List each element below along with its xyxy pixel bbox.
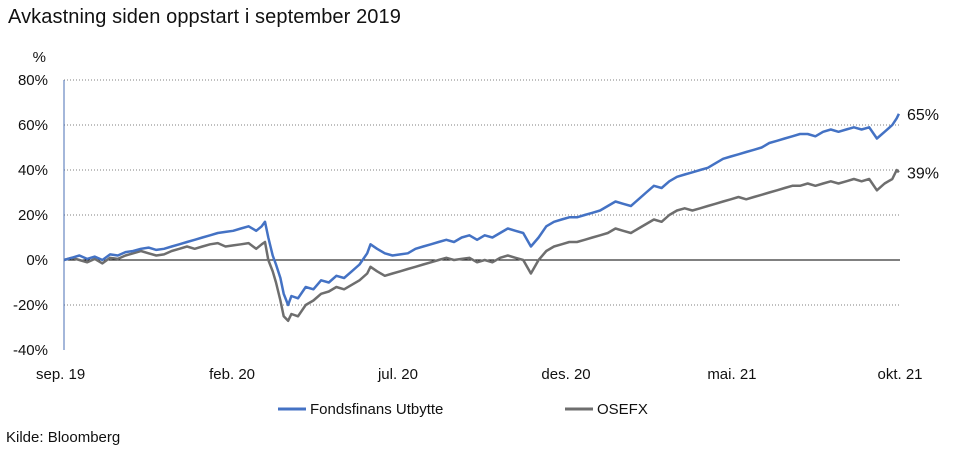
x-tick-label: sep. 19 xyxy=(36,366,85,383)
y-tick-label: -40% xyxy=(13,342,48,359)
y-tick-label: 20% xyxy=(18,207,48,224)
legend: Fondsfinans Utbytte OSEFX xyxy=(278,401,648,418)
source-note: Kilde: Bloomberg xyxy=(6,429,121,446)
legend-label: Fondsfinans Utbytte xyxy=(310,401,443,418)
gridlines xyxy=(64,79,900,306)
end-value-label: 65% xyxy=(907,107,939,124)
y-tick-label: 40% xyxy=(18,162,48,179)
y-tick-label: -20% xyxy=(13,297,48,314)
y-axis-label: % xyxy=(33,49,46,66)
x-tick-label: des. 20 xyxy=(541,366,590,383)
y-tick-label: 80% xyxy=(18,72,48,89)
end-value-label: 39% xyxy=(907,165,939,182)
legend-label: OSEFX xyxy=(597,401,648,418)
y-tick-label: 60% xyxy=(18,117,48,134)
x-tick-label: feb. 20 xyxy=(209,366,255,383)
chart-title: Avkastning siden oppstart i september 20… xyxy=(8,6,401,28)
x-tick-label: okt. 21 xyxy=(877,366,922,383)
series-lines xyxy=(63,113,901,323)
series-line xyxy=(63,168,900,323)
y-tick-label: 0% xyxy=(26,252,48,269)
series-line xyxy=(63,113,901,307)
end-labels: 65% 39% xyxy=(907,107,939,183)
x-tick-label: mai. 21 xyxy=(707,366,756,383)
x-tick-label: jul. 20 xyxy=(377,366,418,383)
axes: -40% -20% 0% 20% 40% 60% 80%% sep. 19 feb. 20 jul… xyxy=(13,49,923,383)
